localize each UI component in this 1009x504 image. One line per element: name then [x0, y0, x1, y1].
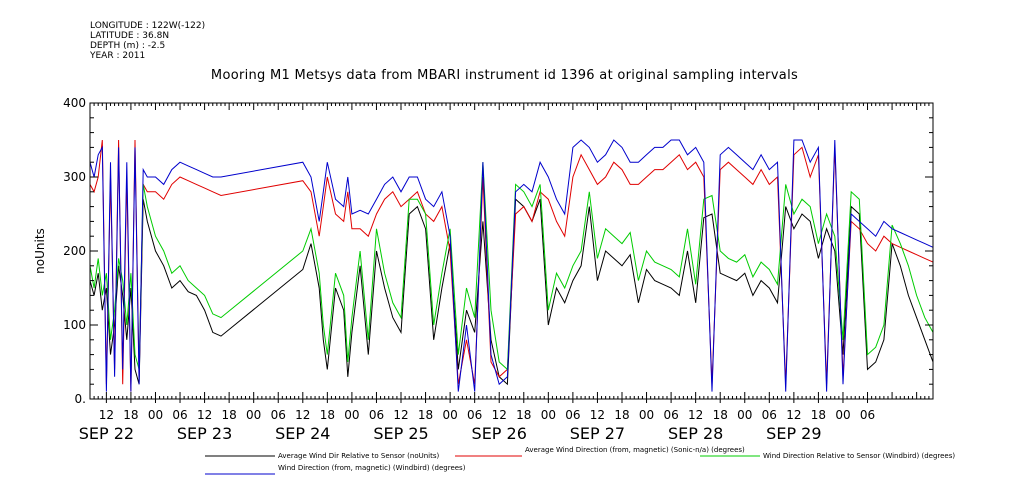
- x-tick-label: 06: [762, 408, 777, 422]
- day-label: SEP 22: [79, 424, 134, 443]
- latitude-label: LATITUDE : 36.8N: [90, 31, 170, 41]
- x-tick-label: 12: [393, 408, 408, 422]
- x-tick-label: 00: [835, 408, 850, 422]
- x-tick-label: 00: [246, 408, 261, 422]
- x-tick-label: 06: [467, 408, 482, 422]
- x-tick-label: 18: [320, 408, 335, 422]
- day-label: SEP 25: [373, 424, 428, 443]
- x-tick-label: 12: [590, 408, 605, 422]
- day-label: SEP 24: [275, 424, 330, 443]
- y-tick-label: 0.: [75, 392, 86, 406]
- day-label: SEP 28: [668, 424, 723, 443]
- x-tick-label: 00: [541, 408, 556, 422]
- x-tick-label: 12: [492, 408, 507, 422]
- legend-label: Average Wind Direction (from, magnetic) …: [525, 446, 745, 454]
- x-tick-label: 18: [713, 408, 728, 422]
- x-tick-label: 00: [148, 408, 163, 422]
- y-tick-label: 200: [63, 244, 86, 258]
- y-tick-label: 300: [63, 170, 86, 184]
- x-tick-label: 12: [295, 408, 310, 422]
- x-tick-label: 00: [639, 408, 654, 422]
- x-tick-label: 12: [99, 408, 114, 422]
- x-tick-label: 00: [442, 408, 457, 422]
- day-label: SEP 29: [766, 424, 821, 443]
- x-tick-label: 12: [197, 408, 212, 422]
- metadata-block: LONGITUDE : 122W(-122) LATITUDE : 36.8N …: [90, 21, 205, 61]
- x-tick-label: 18: [614, 408, 629, 422]
- x-tick-label: 12: [688, 408, 703, 422]
- chart-title: Mooring M1 Metsys data from MBARI instru…: [210, 68, 799, 83]
- x-tick-label: 00: [344, 408, 359, 422]
- legend-label: Average Wind Dir Relative to Sensor (noU…: [278, 452, 439, 460]
- x-tick-label: 12: [786, 408, 801, 422]
- depth-label: DEPTH (m) : -2.5: [90, 41, 166, 51]
- y-tick-label: 100: [63, 318, 86, 332]
- x-tick-label: 18: [221, 408, 236, 422]
- y-tick-label: 400: [63, 96, 86, 110]
- legend-label: Wind Direction Relative to Sensor (Windb…: [763, 452, 955, 460]
- x-tick-label: 06: [172, 408, 187, 422]
- series-line: [89, 139, 934, 392]
- year-label: YEAR : 2011: [90, 51, 146, 61]
- day-label: SEP 26: [472, 424, 527, 443]
- x-tick-label: 06: [271, 408, 286, 422]
- x-tick-label: 18: [516, 408, 531, 422]
- x-tick-label: 18: [811, 408, 826, 422]
- day-label: SEP 27: [570, 424, 625, 443]
- x-tick-label: 06: [369, 408, 384, 422]
- y-axis-label: noUnits: [33, 228, 47, 274]
- plot-frame: [89, 102, 934, 400]
- x-tick-label: 00: [737, 408, 752, 422]
- day-label: SEP 23: [177, 424, 232, 443]
- x-tick-label: 06: [565, 408, 580, 422]
- x-tick-label: 06: [663, 408, 678, 422]
- longitude-label: LONGITUDE : 122W(-122): [90, 21, 206, 31]
- legend-label: Wind Direction (from, magnetic) (Windbir…: [278, 464, 466, 472]
- x-tick-label: 18: [418, 408, 433, 422]
- x-tick-label: 06: [860, 408, 875, 422]
- x-tick-label: 18: [123, 408, 138, 422]
